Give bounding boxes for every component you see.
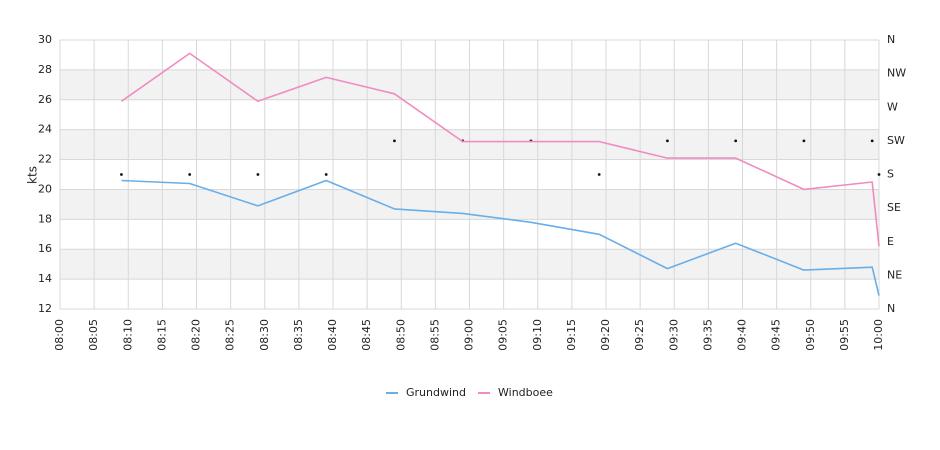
direction-tick-label: NW — [887, 67, 906, 80]
direction-tick-label: S — [887, 168, 894, 181]
direction-marker — [324, 173, 328, 176]
x-tick-label: 08:20 — [190, 319, 203, 351]
x-tick-label: 08:35 — [292, 319, 305, 351]
x-tick-label: 09:35 — [701, 319, 714, 351]
x-tick-label: 08:10 — [121, 319, 134, 351]
direction-tick-label: SW — [887, 134, 905, 147]
y-tick-label: 16 — [38, 242, 52, 255]
y-axis-ticks: 12 14 16 18 20 22 24 26 28 30 — [38, 33, 52, 315]
legend-label: Windboee — [498, 386, 553, 399]
x-tick-label: 09:20 — [599, 319, 612, 351]
direction-marker — [120, 173, 123, 176]
y-axis-title: kts — [26, 166, 40, 184]
series-lines — [120, 52, 880, 296]
y-tick-label: 18 — [38, 212, 52, 225]
direction-marker — [597, 173, 601, 176]
x-tick-label: 08:05 — [87, 319, 100, 351]
y-tick-label: 20 — [38, 182, 52, 195]
x-tick-label: 08:15 — [155, 319, 168, 351]
x-axis-ticks: 08:00 08:05 08:10 08:15 08:20 08:25 08:30 08:35… — [53, 319, 885, 351]
direction-marker — [870, 139, 874, 143]
direction-tick-label: N — [887, 302, 895, 315]
legend-label: Grundwind — [406, 386, 466, 399]
y-tick-label: 22 — [38, 153, 52, 166]
x-tick-label: 08:30 — [258, 319, 271, 351]
direction-marker — [666, 139, 669, 143]
x-tick-label: 08:40 — [326, 319, 339, 351]
direction-tick-label: NE — [887, 268, 902, 281]
x-tick-label: 08:00 — [53, 319, 66, 351]
direction-axis-ticks: N NE E SE S SW W NW N — [887, 33, 906, 315]
direction-marker — [188, 173, 192, 176]
direction-marker — [734, 139, 738, 143]
x-tick-label: 09:25 — [633, 319, 646, 351]
direction-marker — [256, 173, 260, 176]
legend: Grundwind Windboee — [386, 386, 553, 399]
y-tick-label: 30 — [38, 33, 52, 46]
direction-tick-label: SE — [887, 201, 901, 214]
y-tick-label: 28 — [38, 63, 52, 76]
horizontal-gridlines — [60, 39, 879, 310]
x-tick-label: 09:50 — [804, 319, 817, 351]
y-tick-label: 12 — [38, 302, 52, 315]
x-tick-label: 10:00 — [872, 319, 885, 351]
direction-tick-label: W — [887, 100, 898, 113]
series-line — [120, 52, 880, 247]
x-tick-label: 08:45 — [360, 319, 373, 351]
x-tick-label: 09:55 — [838, 319, 851, 351]
y-tick-label: 14 — [38, 272, 52, 285]
x-tick-label: 09:45 — [770, 319, 783, 351]
direction-markers — [120, 139, 881, 176]
series-line — [121, 179, 880, 296]
x-tick-label: 08:50 — [394, 319, 407, 351]
x-tick-label: 08:55 — [428, 319, 441, 351]
y-tick-label: 24 — [38, 123, 52, 136]
direction-tick-label: E — [887, 235, 894, 248]
y-tick-label: 26 — [38, 93, 52, 106]
direction-marker — [393, 139, 396, 143]
direction-marker — [802, 139, 806, 143]
direction-tick-label: N — [887, 33, 895, 46]
x-tick-label: 09:05 — [497, 319, 510, 351]
x-tick-label: 08:25 — [224, 319, 237, 351]
direction-marker — [877, 173, 881, 176]
x-tick-label: 09:30 — [667, 319, 680, 351]
x-tick-label: 09:15 — [565, 319, 578, 351]
vertical-gridlines — [59, 40, 880, 309]
x-tick-label: 09:00 — [463, 319, 476, 351]
x-tick-label: 09:40 — [736, 319, 749, 351]
x-tick-label: 09:10 — [531, 319, 544, 351]
